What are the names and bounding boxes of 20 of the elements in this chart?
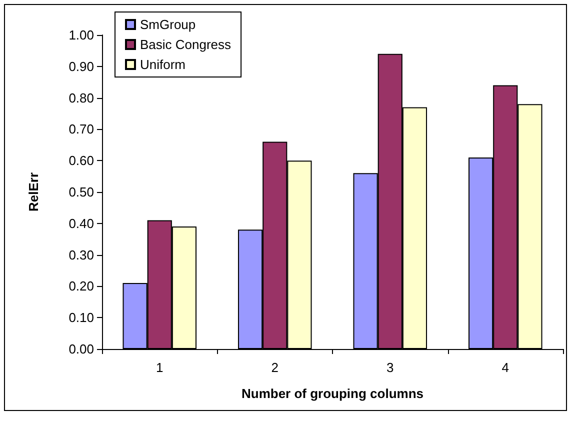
y-tick-label: 0.60 <box>68 153 94 168</box>
y-tick-label: 0.30 <box>68 247 94 262</box>
y-tick-label: 0.00 <box>68 342 94 356</box>
y-tick-label: 0.80 <box>68 90 94 106</box>
y-tick-label: 0.90 <box>68 58 94 74</box>
y-tick-label: 0.50 <box>68 184 94 200</box>
y-tick-label: 0.70 <box>68 122 94 137</box>
x-tick-label: 2 <box>271 360 278 375</box>
x-tick-label: 3 <box>386 360 394 375</box>
x-axis-title: Number of grouping columns <box>242 386 424 401</box>
x-tick-label: 1 <box>156 360 164 375</box>
legend-label: Uniform <box>140 57 186 72</box>
legend-label: Basic Congress <box>140 37 232 52</box>
y-tick-label: 0.20 <box>68 278 94 294</box>
x-tick-label: 4 <box>502 360 509 375</box>
legend-label: SmGroup <box>140 17 196 32</box>
y-tick-label: 1.00 <box>68 28 94 42</box>
y-tick-label: 0.10 <box>68 310 94 326</box>
y-axis-title: RelErr <box>26 172 41 212</box>
y-tick-label: 0.40 <box>68 216 94 231</box>
